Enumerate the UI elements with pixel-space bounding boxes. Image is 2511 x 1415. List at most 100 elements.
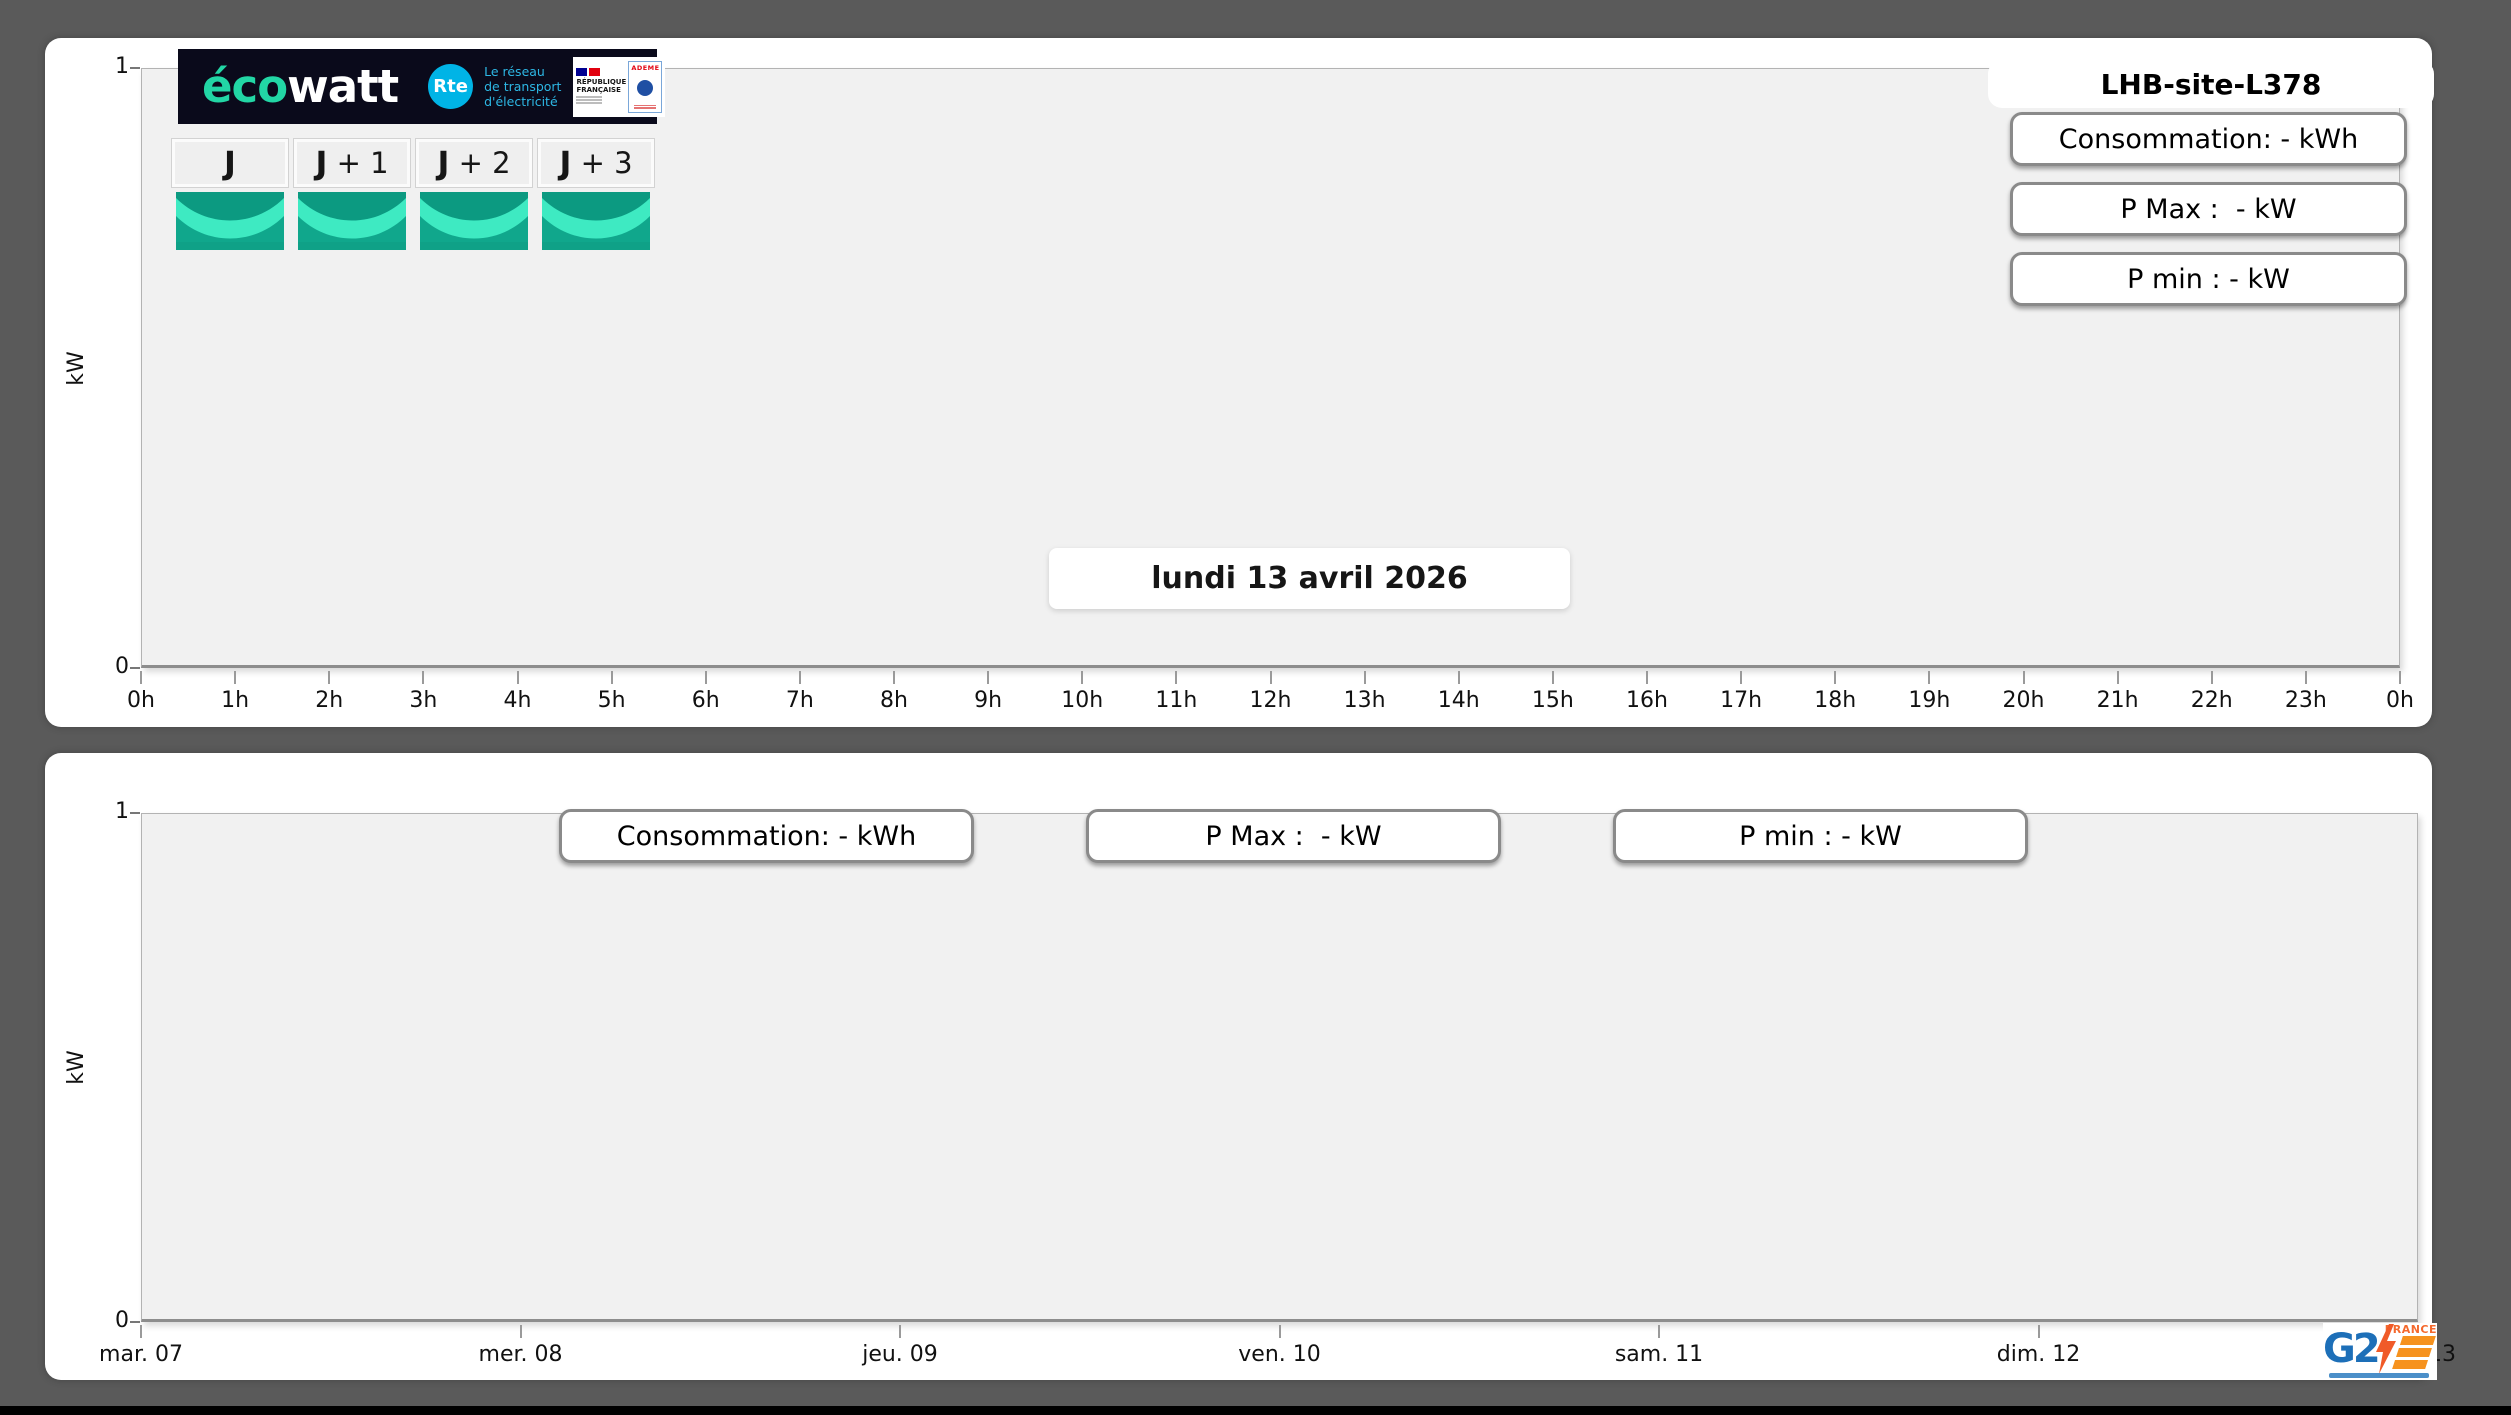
x-tick-label: dim. 12 xyxy=(1996,1342,2081,1367)
x-tick-label: 10h xyxy=(1061,688,1104,713)
ecowatt-day-signal-icon[interactable] xyxy=(298,192,406,250)
g2e-france-label: FRANCE xyxy=(2384,1323,2437,1336)
x-tick-label: 16h xyxy=(1626,688,1668,713)
x-tick-label: 20h xyxy=(2002,688,2045,713)
rf-motto-lines xyxy=(576,96,603,105)
x-tick-mark xyxy=(1081,671,1084,684)
weekly-y-tick-max: 1 xyxy=(115,799,129,824)
x-tick-label: 6h xyxy=(691,688,720,713)
daily-chart-card: 1 0 kW 0h 1h 2h 3h 4h 5h 6h 7h 8h 9h 10h 11h 12h 13h 1… xyxy=(45,38,2434,728)
day-tab-j-plus-3[interactable]: J + 3 xyxy=(538,139,654,250)
day-tab-prefix: J xyxy=(224,144,236,182)
x-tick-mark xyxy=(1646,671,1648,684)
x-tick-label: 0h xyxy=(127,688,155,713)
ecowatt-wordmark-eco: éco xyxy=(202,60,288,113)
weekly-y-tick-dash-top xyxy=(130,812,140,814)
lightning-bolt-icon xyxy=(2376,1324,2396,1374)
day-tab-j[interactable]: J xyxy=(172,139,288,250)
day-tab-label[interactable]: J + 1 xyxy=(294,139,410,187)
x-tick-mark xyxy=(519,1325,522,1338)
stat-box[interactable]: P min : - kW xyxy=(2010,252,2407,306)
stat-box[interactable]: P Max : - kW xyxy=(1086,809,1501,863)
stat-box[interactable]: Consommation: - kWh xyxy=(2010,112,2407,166)
day-tab-suffix: + 2 xyxy=(449,146,511,180)
x-tick-mark xyxy=(140,1325,142,1338)
x-tick-mark xyxy=(704,671,707,684)
weekly-y-axis-label: kW xyxy=(63,1050,89,1085)
x-tick-label: 21h xyxy=(2096,688,2139,713)
day-tab-prefix: J xyxy=(315,144,328,182)
day-tab-suffix: + 3 xyxy=(571,146,633,180)
daily-y-tick-dash-top xyxy=(130,67,140,69)
day-tab-prefix: J xyxy=(437,144,450,182)
stat-box[interactable]: P Max : - kW xyxy=(2010,182,2407,236)
daily-x-axis: 0h 1h 2h 3h 4h 5h 6h 7h 8h 9h 10h 11h 12h 13h 14h 15h 16… xyxy=(127,668,2414,728)
day-tab-j-plus-2[interactable]: J + 2 xyxy=(416,139,532,250)
x-tick-label: 7h xyxy=(785,688,814,713)
x-tick-mark xyxy=(422,671,425,684)
x-tick-label: jeu. 09 xyxy=(862,1342,938,1367)
x-tick-mark xyxy=(987,671,990,684)
x-tick-mark xyxy=(798,671,801,684)
x-tick-label: 23h xyxy=(2284,688,2327,713)
selected-date-label: lundi 13 avril 2026 xyxy=(1049,548,1570,609)
ademe-text-lines xyxy=(634,104,657,110)
x-tick-mark xyxy=(2399,671,2401,684)
x-tick-label: ven. 10 xyxy=(1238,1342,1321,1367)
x-tick-label: 4h xyxy=(503,688,532,713)
republique-francaise-logo: RÉPUBLIQUE FRANÇAISE xyxy=(576,67,628,105)
ecowatt-day-signal-icon[interactable] xyxy=(420,192,528,250)
x-tick-label: 11h xyxy=(1155,688,1198,713)
day-tab-label[interactable]: J xyxy=(172,139,288,187)
x-tick-mark xyxy=(1363,671,1366,684)
day-tab-prefix: J xyxy=(559,144,572,182)
rte-logo-badge: Rte xyxy=(428,64,474,109)
x-tick-label: 13h xyxy=(1343,688,1386,713)
site-title: LHB-site-L378 xyxy=(1988,60,2434,108)
x-tick-mark xyxy=(1928,671,1931,684)
ecowatt-wordmark-watt: watt xyxy=(287,60,399,113)
day-tab-j-plus-1[interactable]: J + 1 xyxy=(294,139,410,250)
x-tick-mark xyxy=(1740,671,1743,684)
x-tick-label: 8h xyxy=(880,688,908,713)
x-tick-mark xyxy=(2210,671,2213,684)
x-tick-label: 14h xyxy=(1437,688,1480,713)
x-tick-mark xyxy=(1834,671,1837,684)
day-tab-label[interactable]: J + 3 xyxy=(538,139,654,187)
weekly-y-tick-min: 0 xyxy=(115,1308,129,1333)
day-tab-label[interactable]: J + 2 xyxy=(416,139,532,187)
x-tick-mark xyxy=(140,671,142,684)
x-tick-mark xyxy=(1551,671,1554,684)
x-tick-label: 17h xyxy=(1720,688,1763,713)
x-tick-label: mar. 07 xyxy=(99,1342,183,1367)
ecowatt-day-signal-icon[interactable] xyxy=(542,192,650,250)
x-tick-mark xyxy=(328,671,331,684)
x-tick-label: sam. 11 xyxy=(1614,1342,1704,1367)
x-tick-mark xyxy=(1457,671,1460,684)
day-tab-suffix: + 1 xyxy=(327,146,389,180)
g2e-france-logo: FRANCE G2 xyxy=(2323,1323,2437,1380)
x-tick-label: 2h xyxy=(315,688,344,713)
x-tick-mark xyxy=(1278,1325,1281,1338)
x-tick-mark xyxy=(2037,1325,2040,1338)
ecowatt-wordmark: écowatt xyxy=(202,64,399,109)
stat-box[interactable]: P min : - kW xyxy=(1613,809,2028,863)
x-tick-label: 12h xyxy=(1249,688,1292,713)
daily-y-axis-label: kW xyxy=(63,351,89,386)
stat-box[interactable]: Consommation: - kWh xyxy=(559,809,974,863)
daily-y-tick-max: 1 xyxy=(115,54,129,79)
ademe-globe-icon xyxy=(637,80,654,96)
x-tick-label: mer. 08 xyxy=(478,1342,563,1367)
x-tick-label: 0h xyxy=(2386,688,2414,713)
french-flag-icon xyxy=(576,67,601,76)
daily-y-tick-dash-bottom xyxy=(130,667,140,669)
x-tick-label: 15h xyxy=(1531,688,1574,713)
daily-stats-group: Consommation: - kWh P Max : - kW P min : -… xyxy=(2010,112,2407,306)
x-tick-label: 22h xyxy=(2190,688,2233,713)
x-tick-label: 19h xyxy=(1908,688,1951,713)
x-tick-mark xyxy=(2304,671,2307,684)
weekly-x-axis: mar. 07 mer. 08 jeu. 09 ven. 10 sam. 11 dim. … xyxy=(99,1322,2456,1382)
ecowatt-day-signal-icon[interactable] xyxy=(176,192,284,250)
